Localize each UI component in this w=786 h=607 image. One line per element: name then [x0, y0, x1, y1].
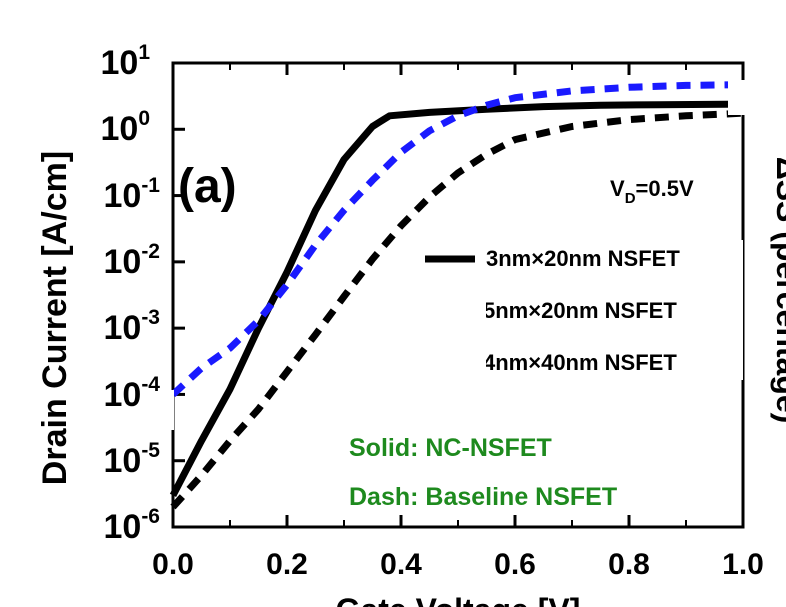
x-axis-label: Gate Voltage [V]: [336, 592, 581, 607]
series-line-1: [169, 100, 744, 498]
panel-label: (a): [178, 160, 237, 213]
x-tick-label: 0.8: [608, 548, 650, 581]
condition-label: VD=0.5V: [610, 176, 694, 207]
note-dash: Dash: Baseline NSFET: [349, 483, 617, 511]
series-line-2: [170, 81, 744, 397]
y-tick-label: 10-3: [103, 306, 160, 347]
legend-clip-mask: [470, 292, 486, 378]
y-tick-label: 10-2: [103, 240, 160, 281]
x-tick-label: 0.0: [152, 548, 194, 581]
legend-mask: [410, 240, 743, 380]
x-tick-label: 1.0: [722, 548, 764, 581]
panel-label-mask: [240, 145, 270, 220]
legend-entry-2: 5nm×20nm NSFET: [483, 298, 677, 323]
legend-entry-1: 3nm×20nm NSFET: [486, 246, 680, 271]
x-tick-label: 0.6: [494, 548, 536, 581]
y-tick-label: 10-5: [103, 439, 160, 480]
note-solid: Solid: NC-NSFET: [349, 434, 552, 462]
legend: 3nm×20nm NSFET 5nm×20nm NSFET 4nm×40nm N…: [410, 240, 743, 380]
axis-ticks: [171, 61, 745, 529]
series-line-3: [170, 109, 744, 510]
series-group: [169, 81, 744, 510]
x-tick-label: 0.2: [266, 548, 308, 581]
x-tick-label: 0.4: [380, 548, 422, 581]
y-tick-labels: 101 100 10-1 10-2 10-3 10-4 10-5 10-6: [100, 41, 160, 546]
right-edge-mask: [728, 80, 746, 115]
right-axis-label: ΔSS (percentage): [770, 157, 786, 424]
y-tick-label: 10-1: [103, 174, 160, 215]
y-tick-label: 10-4: [103, 373, 160, 414]
y-tick-label: 101: [100, 41, 150, 82]
y-tick-label: 10-6: [103, 505, 160, 546]
y-axis-label: Drain Current [A/cm]: [36, 151, 74, 485]
inset-mask: [160, 390, 174, 430]
x-tick-labels: 0.0 0.2 0.4 0.6 0.8 1.0: [152, 548, 764, 581]
legend-entry-3: 4nm×40nm NSFET: [483, 350, 677, 375]
y-tick-label: 100: [100, 107, 150, 148]
